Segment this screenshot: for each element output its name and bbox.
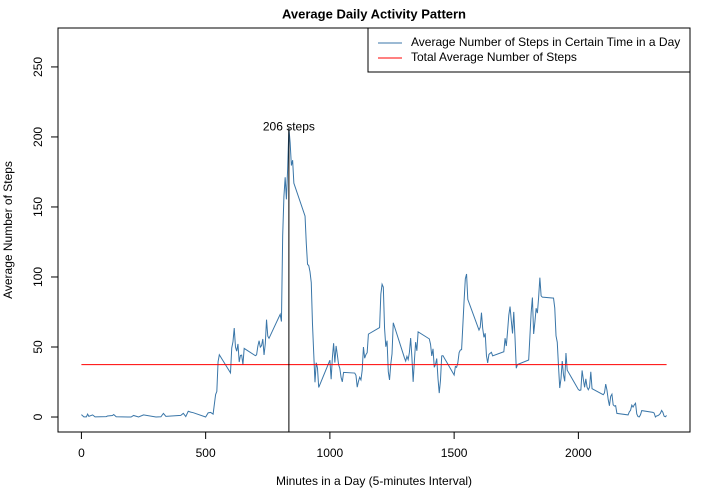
max-label: 206 steps <box>263 119 315 133</box>
y-tick-label: 0 <box>31 413 45 420</box>
x-tick-label: 1000 <box>317 446 344 460</box>
x-axis-label: Minutes in a Day (5-minutes Interval) <box>276 474 472 488</box>
y-tick-label: 50 <box>31 340 45 354</box>
legend-label: Average Number of Steps in Certain Time … <box>411 35 680 49</box>
y-tick-label: 150 <box>31 197 45 217</box>
y-tick-label: 200 <box>31 127 45 147</box>
chart-title: Average Daily Activity Pattern <box>282 6 466 21</box>
data-line <box>81 128 667 418</box>
x-tick-label: 0 <box>78 446 85 460</box>
y-axis-label: Average Number of Steps <box>1 161 15 299</box>
x-tick-label: 500 <box>196 446 216 460</box>
y-tick-label: 250 <box>31 57 45 77</box>
legend-label: Total Average Number of Steps <box>411 50 577 64</box>
x-tick-label: 1500 <box>441 446 468 460</box>
y-tick-label: 100 <box>31 267 45 287</box>
x-tick-label: 2000 <box>565 446 592 460</box>
legend-box <box>367 27 691 73</box>
